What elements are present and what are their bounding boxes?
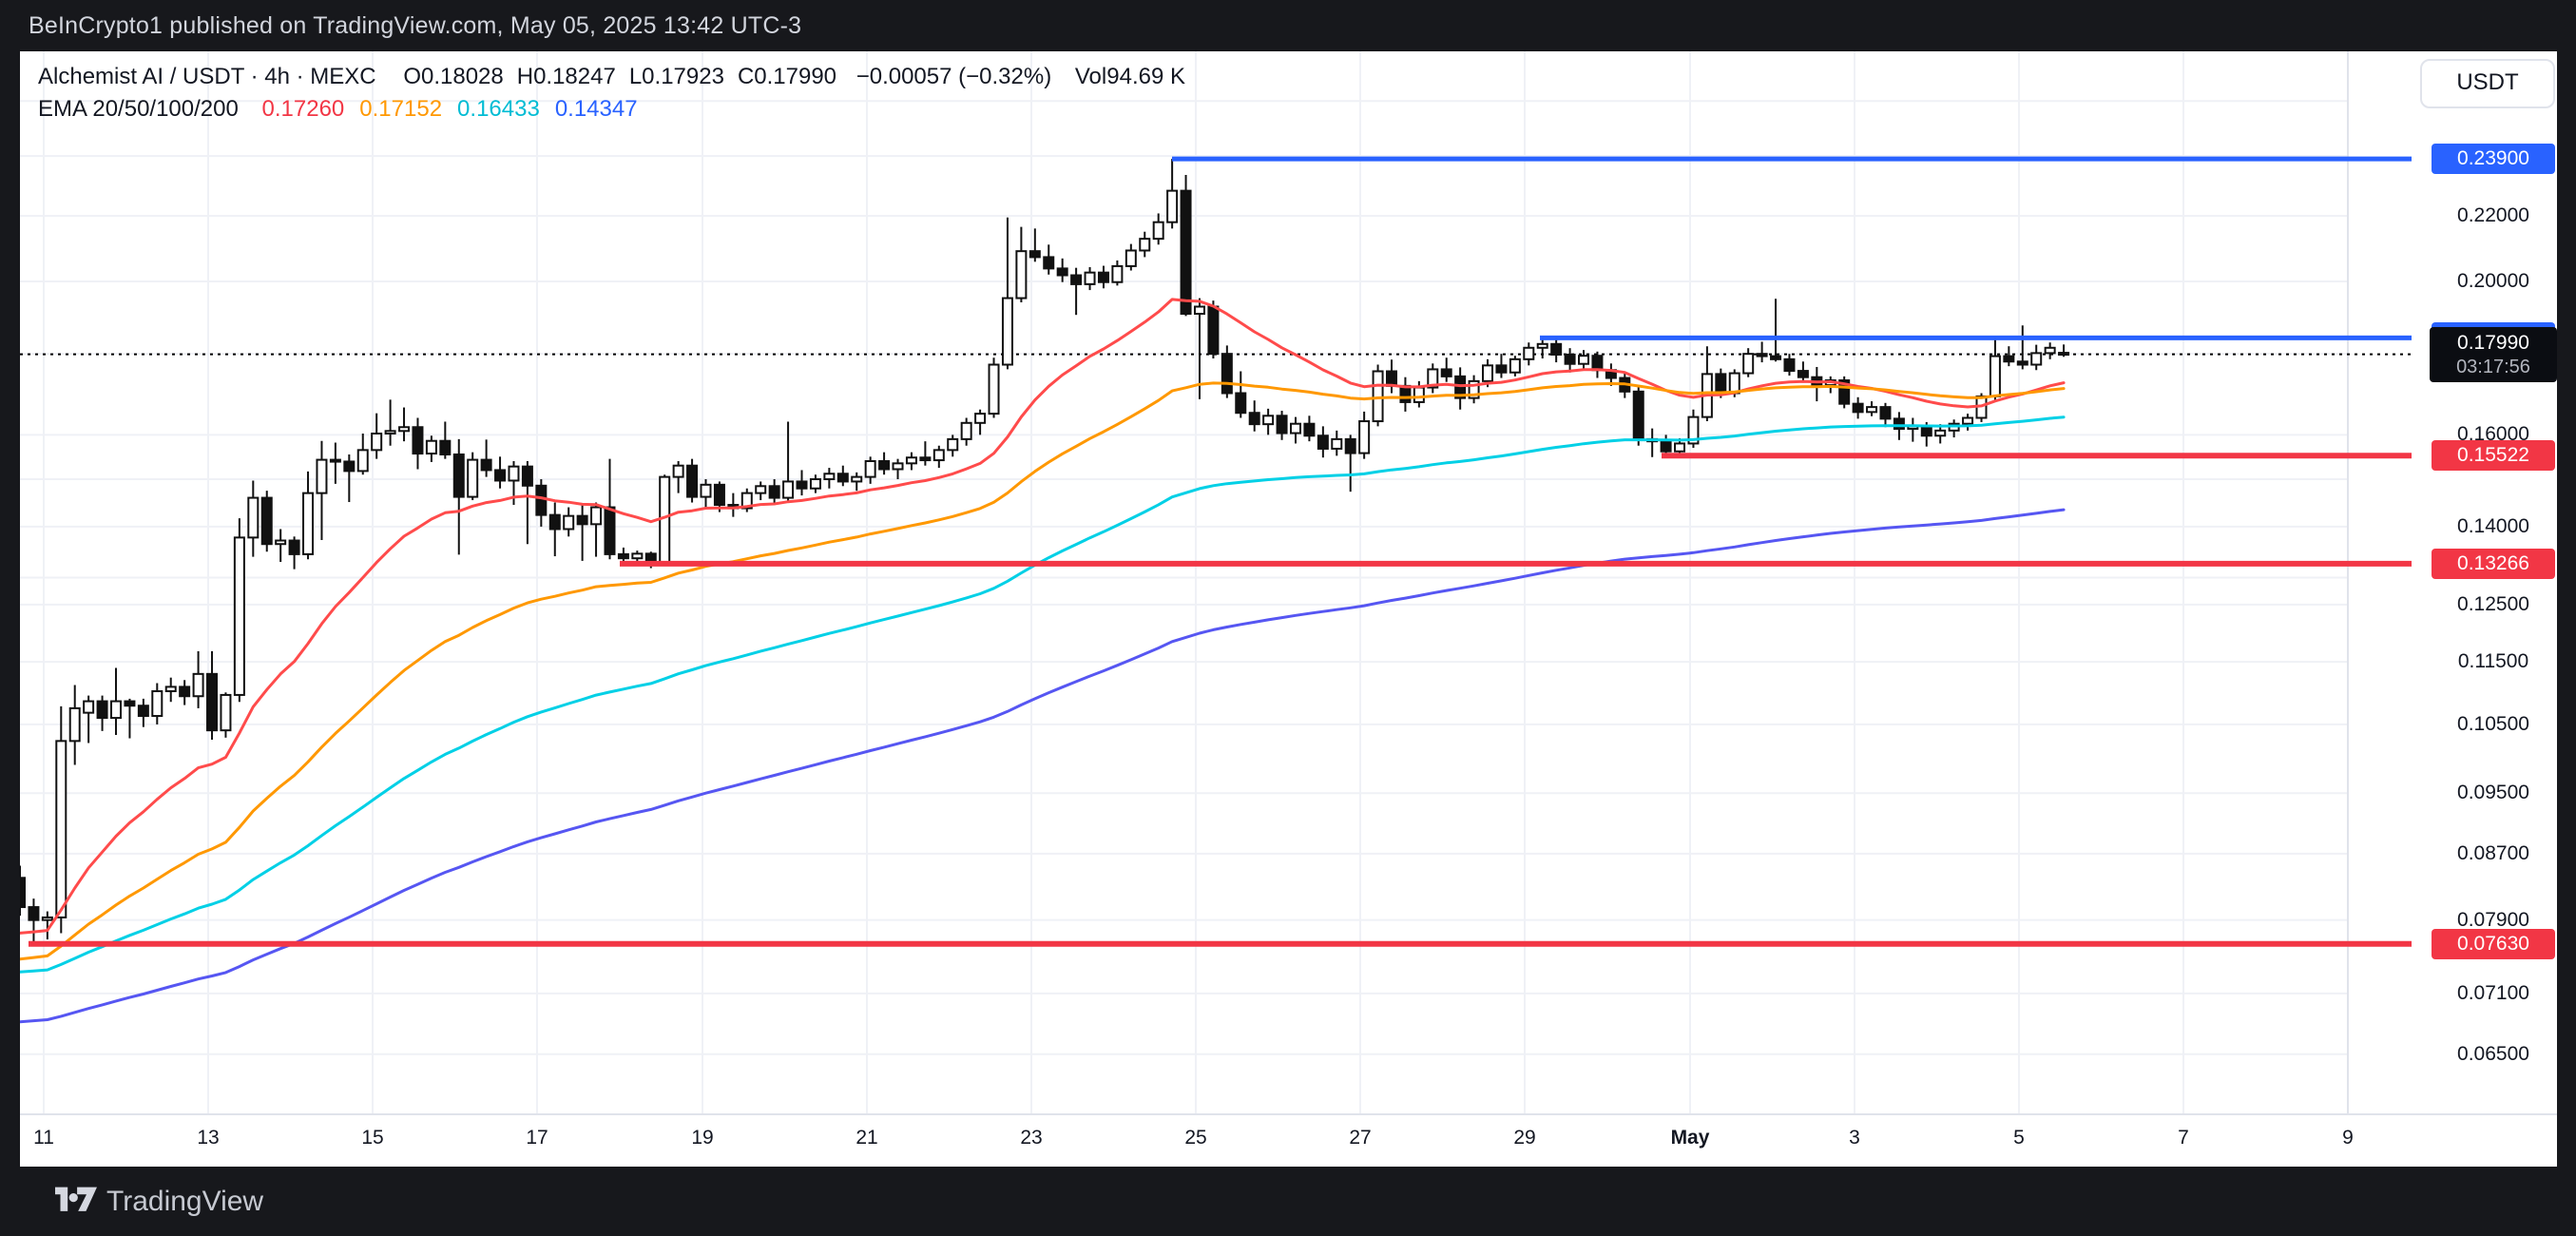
ema-legend-row: EMA 20/50/100/200 0.17260 0.17152 0.16433 0… [38, 93, 1185, 126]
chart-panel: Alchemist AI / USDT · 4h · MEXC O0.18028… [20, 51, 2557, 1167]
tradingview-brand-text[interactable]: TradingView [106, 1186, 264, 1217]
price-line-label[interactable]: 0.15522 [2432, 440, 2555, 472]
ema-value-200: 0.14347 [554, 96, 638, 122]
date-label: 23 [1020, 1127, 1043, 1149]
price-tick-label: 0.09500 [2457, 782, 2529, 804]
bar-countdown: 03:17:56 [2456, 356, 2530, 377]
ema-label[interactable]: EMA 20/50/100/200 [38, 96, 239, 122]
ema-values: 0.17260 0.17152 0.16433 0.14347 [262, 96, 653, 122]
date-label: 19 [691, 1127, 714, 1149]
ema-value-50: 0.17152 [359, 96, 443, 122]
ohlc-low: L0.17923 [628, 64, 724, 89]
symbol-legend-row: Alchemist AI / USDT · 4h · MEXC O0.18028… [38, 61, 1185, 93]
price-tick-label: 0.20000 [2457, 270, 2529, 292]
publish-text: BeInCrypto1 published on TradingView.com… [29, 12, 802, 39]
ema-value-100: 0.16433 [457, 96, 540, 122]
footer-bar: TradingView [0, 1167, 2576, 1236]
date-label: 13 [197, 1127, 220, 1149]
volume-value: 94.69 K [1106, 64, 1185, 89]
currency-toggle-button[interactable]: USDT [2420, 59, 2555, 108]
change-value: −0.00057 (−0.32%) [855, 64, 1052, 89]
price-line-label[interactable]: 0.23900 [2432, 144, 2555, 175]
date-label: May [1670, 1127, 1710, 1149]
chart-legend: Alchemist AI / USDT · 4h · MEXC O0.18028… [38, 61, 1185, 126]
candlesticks [20, 159, 2070, 944]
price-tick-label: 0.06500 [2457, 1042, 2529, 1065]
ohlc-high: H0.18247 [516, 64, 616, 89]
price-tick-label: 0.07100 [2457, 981, 2529, 1004]
ema-20-line [20, 298, 2066, 935]
date-label: 27 [1349, 1127, 1372, 1149]
date-label: 7 [2178, 1127, 2189, 1149]
ohlc-open: O0.18028 [403, 64, 504, 89]
date-label: 3 [1849, 1127, 1860, 1149]
price-tick-label: 0.08700 [2457, 841, 2529, 864]
date-label: 21 [855, 1127, 878, 1149]
price-chart-canvas[interactable] [20, 51, 2557, 1167]
price-tick-label: 0.16000 [2457, 423, 2529, 446]
date-label: 29 [1513, 1127, 1536, 1149]
publish-bar: BeInCrypto1 published on TradingView.com… [0, 0, 2576, 51]
price-line-label[interactable]: 0.13266 [2432, 548, 2555, 579]
date-label: 11 [33, 1127, 54, 1149]
price-tick-label: 0.11500 [2457, 650, 2529, 673]
price-tick-label: 0.10500 [2457, 712, 2529, 735]
ema-value-20: 0.17260 [261, 96, 345, 122]
date-label: 15 [361, 1127, 384, 1149]
date-label: 17 [526, 1127, 548, 1149]
price-line-label[interactable]: 0.07630 [2432, 928, 2555, 959]
price-tick-label: 0.22000 [2457, 204, 2529, 227]
tradingview-logo-icon[interactable] [55, 1185, 97, 1219]
price-tick-label: 0.12500 [2457, 592, 2529, 615]
current-price-label: 0.17990 03:17:56 [2430, 326, 2557, 382]
price-tick-label: 0.07900 [2457, 908, 2529, 931]
date-label: 9 [2342, 1127, 2354, 1149]
ema-50-line [20, 381, 2066, 961]
volume-label: Vol [1074, 64, 1107, 89]
ohlc-close: C0.17990 [737, 64, 837, 89]
ema-200-line [20, 508, 2066, 1024]
price-tick-label: 0.14000 [2457, 514, 2529, 537]
date-label: 5 [2013, 1127, 2025, 1149]
current-price-value: 0.17990 [2457, 331, 2529, 354]
date-label: 25 [1184, 1127, 1207, 1149]
symbol-title[interactable]: Alchemist AI / USDT · 4h · MEXC [38, 64, 376, 89]
ohlc-values: O0.18028 H0.18247 L0.17923 C0.17990 [403, 64, 850, 89]
